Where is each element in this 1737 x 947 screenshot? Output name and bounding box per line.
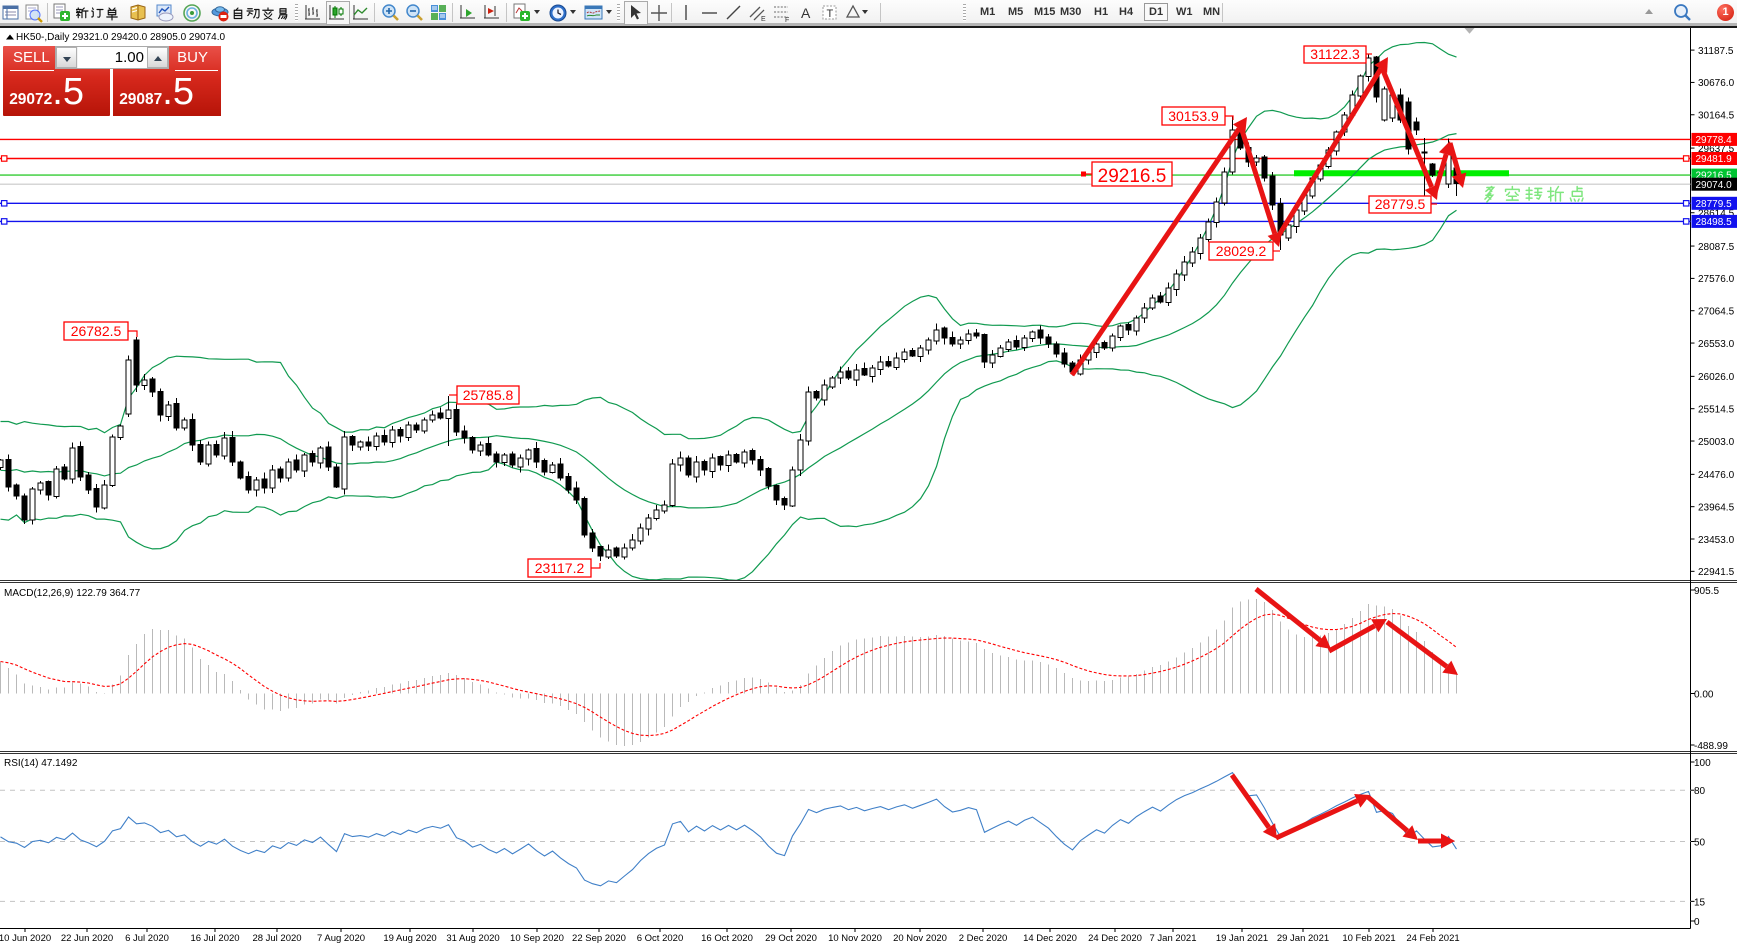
svg-text:24 Dec 2020: 24 Dec 2020 xyxy=(1088,933,1142,944)
svg-text:28779.5: 28779.5 xyxy=(1375,196,1426,212)
svg-text:7 Aug 2020: 7 Aug 2020 xyxy=(317,933,365,944)
svg-text:26782.5: 26782.5 xyxy=(71,323,122,339)
svg-text:HK50-,Daily 29321.0 29420.0 2: HK50-,Daily 29321.0 29420.0 28905.0 2907… xyxy=(16,32,225,43)
svg-text:22 Jun 2020: 22 Jun 2020 xyxy=(61,933,113,944)
svg-text:6 Oct 2020: 6 Oct 2020 xyxy=(637,933,683,944)
svg-text:26026.0: 26026.0 xyxy=(1698,372,1735,383)
svg-text:31122.3: 31122.3 xyxy=(1310,46,1360,62)
svg-text:F: F xyxy=(785,17,789,23)
svg-text:28029.2: 28029.2 xyxy=(1216,243,1267,259)
svg-text:0.00: 0.00 xyxy=(1694,690,1714,701)
svg-text:22 Sep 2020: 22 Sep 2020 xyxy=(572,933,626,944)
svg-text:22941.5: 22941.5 xyxy=(1698,567,1735,578)
svg-text:15: 15 xyxy=(1694,897,1706,908)
svg-text:10 Jun 2020: 10 Jun 2020 xyxy=(0,933,51,944)
svg-text:29216.5: 29216.5 xyxy=(1098,166,1167,187)
svg-text:29 Jan 2021: 29 Jan 2021 xyxy=(1277,933,1329,944)
svg-text:27576.0: 27576.0 xyxy=(1698,274,1735,285)
svg-text:A: A xyxy=(801,5,811,21)
svg-text:RSI(14) 47.1492: RSI(14) 47.1492 xyxy=(4,758,78,769)
svg-text:2 Dec 2020: 2 Dec 2020 xyxy=(959,933,1008,944)
svg-text:-488.99: -488.99 xyxy=(1694,741,1728,752)
svg-text:MACD(12,26,9) 122.79 364.77: MACD(12,26,9) 122.79 364.77 xyxy=(4,588,141,599)
svg-text:10 Sep 2020: 10 Sep 2020 xyxy=(510,933,564,944)
svg-text:10 Nov 2020: 10 Nov 2020 xyxy=(828,933,882,944)
svg-text:25514.5: 25514.5 xyxy=(1698,404,1735,415)
svg-text:28779.5: 28779.5 xyxy=(1696,199,1733,210)
svg-text:16 Oct 2020: 16 Oct 2020 xyxy=(701,933,753,944)
svg-text:29637.5: 29637.5 xyxy=(1698,144,1735,155)
svg-text:29074.0: 29074.0 xyxy=(1696,180,1733,191)
svg-text:28087.5: 28087.5 xyxy=(1698,242,1735,253)
svg-text:30164.5: 30164.5 xyxy=(1698,111,1735,122)
svg-text:30153.9: 30153.9 xyxy=(1168,108,1219,124)
svg-text:80: 80 xyxy=(1694,786,1706,797)
svg-text:905.5: 905.5 xyxy=(1694,586,1719,597)
svg-text:23964.5: 23964.5 xyxy=(1698,502,1735,513)
svg-text:24476.0: 24476.0 xyxy=(1698,470,1735,481)
svg-text:29778.4: 29778.4 xyxy=(1696,135,1733,146)
svg-text:10 Feb 2021: 10 Feb 2021 xyxy=(1342,933,1395,944)
svg-text:25003.0: 25003.0 xyxy=(1698,437,1735,448)
svg-text:100: 100 xyxy=(1694,758,1711,769)
svg-text:6 Jul 2020: 6 Jul 2020 xyxy=(125,933,169,944)
svg-text:29481.9: 29481.9 xyxy=(1696,154,1733,165)
svg-text:E: E xyxy=(761,16,766,23)
svg-text:19 Aug 2020: 19 Aug 2020 xyxy=(383,933,436,944)
svg-text:16 Jul 2020: 16 Jul 2020 xyxy=(190,933,239,944)
svg-text:28498.5: 28498.5 xyxy=(1696,217,1733,228)
svg-text:28 Jul 2020: 28 Jul 2020 xyxy=(252,933,301,944)
svg-text:28614.5: 28614.5 xyxy=(1698,209,1735,220)
svg-text:30676.0: 30676.0 xyxy=(1698,78,1735,89)
svg-text:7 Jan 2021: 7 Jan 2021 xyxy=(1149,933,1196,944)
svg-text:23117.2: 23117.2 xyxy=(535,560,585,576)
svg-text:20 Nov 2020: 20 Nov 2020 xyxy=(893,933,947,944)
svg-text:27064.5: 27064.5 xyxy=(1698,307,1735,318)
svg-text:25785.8: 25785.8 xyxy=(463,387,514,403)
svg-text:29 Oct 2020: 29 Oct 2020 xyxy=(765,933,817,944)
svg-text:31 Aug 2020: 31 Aug 2020 xyxy=(446,933,499,944)
svg-text:26553.0: 26553.0 xyxy=(1698,339,1735,350)
svg-text:0: 0 xyxy=(1694,917,1700,928)
svg-text:19 Jan 2021: 19 Jan 2021 xyxy=(1216,933,1268,944)
svg-text:31187.5: 31187.5 xyxy=(1698,46,1734,57)
svg-text:T: T xyxy=(827,8,834,20)
svg-text:14 Dec 2020: 14 Dec 2020 xyxy=(1023,933,1077,944)
svg-text:50: 50 xyxy=(1694,838,1706,849)
svg-text:29216.5: 29216.5 xyxy=(1696,171,1733,182)
svg-text:23453.0: 23453.0 xyxy=(1698,535,1735,546)
svg-text:24 Feb 2021: 24 Feb 2021 xyxy=(1406,933,1459,944)
